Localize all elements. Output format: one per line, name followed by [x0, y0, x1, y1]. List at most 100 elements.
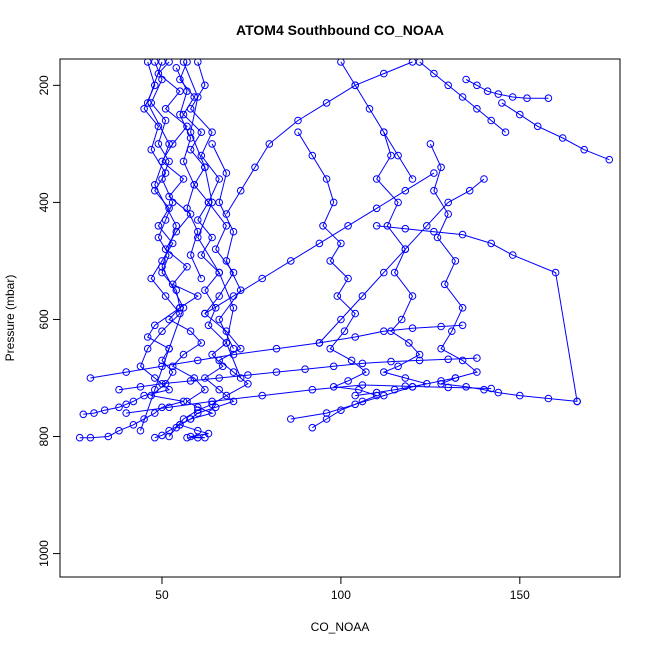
- data-point: [161, 105, 170, 113]
- data-point: [158, 263, 166, 271]
- series-21: [415, 59, 510, 136]
- data-point: [458, 230, 467, 239]
- data-point: [158, 59, 166, 66]
- data-point: [115, 385, 123, 394]
- data-point: [165, 140, 173, 148]
- data-point: [444, 210, 453, 218]
- data-point: [115, 403, 123, 412]
- data-point: [433, 233, 442, 242]
- data-point: [508, 93, 517, 101]
- data-point: [272, 344, 281, 353]
- data-point: [258, 391, 267, 400]
- data-point: [86, 374, 95, 382]
- data-point: [215, 292, 223, 300]
- series-22: [337, 59, 417, 183]
- data-point: [473, 81, 481, 90]
- data-point: [154, 233, 163, 242]
- data-point: [172, 64, 181, 72]
- series-line: [465, 79, 549, 99]
- data-point: [287, 415, 295, 423]
- data-point: [86, 433, 95, 442]
- data-point: [326, 257, 335, 265]
- data-point: [151, 433, 159, 442]
- data-point: [79, 410, 88, 419]
- data-point: [408, 292, 417, 300]
- data-point: [394, 198, 402, 207]
- series-17: [315, 175, 488, 347]
- data-point: [208, 409, 216, 417]
- data-point: [394, 151, 402, 160]
- data-point: [236, 186, 245, 195]
- data-point: [444, 198, 453, 207]
- data-point: [194, 233, 202, 242]
- series-line: [290, 377, 456, 420]
- data-point: [208, 397, 216, 406]
- data-point: [458, 93, 467, 101]
- data-point: [204, 321, 213, 330]
- data-point: [165, 192, 173, 201]
- data-point: [158, 403, 166, 412]
- data-point: [143, 333, 152, 341]
- data-point: [458, 321, 467, 330]
- data-point: [161, 169, 170, 177]
- data-point: [322, 409, 331, 417]
- data-point: [208, 140, 216, 148]
- x-axis-label: CO_NOAA: [311, 620, 370, 634]
- data-point: [75, 433, 84, 442]
- data-point: [458, 356, 467, 365]
- data-point: [322, 99, 331, 107]
- data-point: [501, 128, 510, 136]
- data-point: [430, 186, 438, 195]
- data-point: [322, 415, 331, 423]
- data-point: [151, 59, 159, 66]
- data-point: [165, 157, 173, 166]
- data-point: [251, 163, 259, 172]
- data-point: [158, 175, 166, 183]
- data-point: [183, 87, 191, 95]
- data-point: [458, 304, 467, 312]
- data-point: [172, 423, 181, 432]
- series-line: [355, 132, 427, 397]
- data-point: [372, 175, 381, 183]
- data-point: [197, 274, 206, 283]
- data-point: [380, 368, 388, 376]
- data-point: [229, 397, 238, 406]
- data-point: [480, 175, 488, 183]
- data-point: [183, 433, 191, 442]
- data-point: [165, 432, 173, 441]
- data-point: [147, 274, 155, 283]
- data-point: [90, 409, 98, 417]
- data-point: [186, 210, 195, 218]
- series-24: [172, 64, 206, 283]
- data-point: [516, 110, 524, 119]
- data-point: [201, 309, 209, 318]
- data-point: [208, 128, 216, 136]
- data-point: [294, 128, 302, 136]
- data-point: [372, 222, 381, 230]
- data-point: [201, 163, 209, 172]
- series-line: [183, 61, 242, 379]
- data-point: [437, 322, 445, 331]
- data-point: [215, 385, 223, 394]
- data-point: [201, 286, 209, 295]
- data-point: [172, 227, 181, 236]
- series-line: [211, 143, 242, 349]
- data-point: [351, 333, 360, 341]
- data-point: [158, 327, 166, 336]
- data-point: [165, 344, 173, 353]
- data-point: [211, 245, 220, 253]
- data-point: [329, 383, 338, 391]
- series-11: [372, 222, 581, 406]
- data-point: [437, 163, 445, 172]
- data-point: [301, 365, 309, 374]
- data-point: [201, 374, 209, 382]
- series-10: [498, 99, 614, 164]
- data-point: [397, 315, 406, 324]
- y-axis: 200 400 600 800 1000: [37, 75, 60, 567]
- data-point: [380, 128, 388, 136]
- data-point: [322, 175, 331, 183]
- data-point: [154, 69, 163, 78]
- data-point: [408, 324, 417, 333]
- data-point: [158, 380, 166, 388]
- series-12: [115, 354, 481, 394]
